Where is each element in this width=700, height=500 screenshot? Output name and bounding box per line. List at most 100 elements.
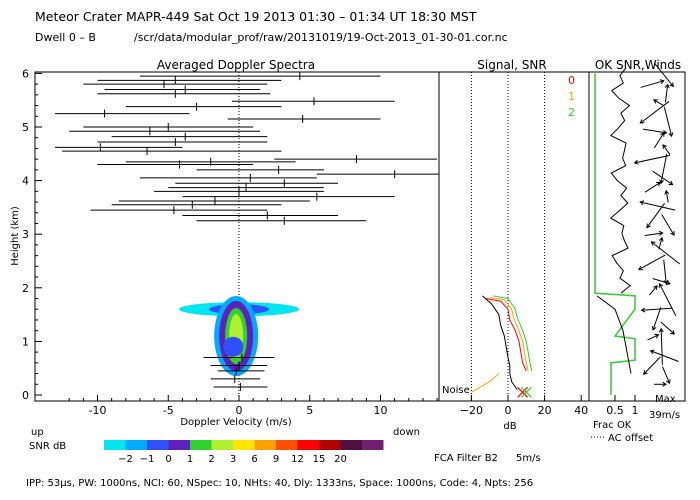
y-tick-label: 1: [22, 335, 29, 348]
wind-arrow-head: [668, 132, 674, 138]
snr-legend-2: 2: [568, 106, 575, 119]
wind-arrow: [658, 237, 663, 250]
colorbar-swatch: [190, 440, 212, 450]
signal-x-axis: −20 0 20 40: [460, 395, 588, 417]
colorbar-swatch: [297, 440, 319, 450]
wind-arrow: [663, 259, 667, 284]
wind-arrow: [650, 350, 679, 362]
winds-x-tick-label: 0.5: [606, 404, 624, 417]
colorbar-swatch: [104, 440, 126, 450]
wind-arrow-head: [656, 181, 661, 187]
snr-echo-image: [179, 296, 299, 377]
y-tick-label: 2: [22, 282, 29, 295]
ok-snr-line-low: [596, 295, 632, 374]
signal-series-0: [485, 298, 527, 372]
ok-snr-profile: [596, 67, 632, 374]
wind-arrow-head: [662, 129, 668, 135]
max-label: Max: [655, 394, 676, 405]
wind-arrow-head: [658, 236, 664, 242]
x-tick-label: -10: [89, 404, 107, 417]
dwell-label: Dwell 0 – B: [35, 31, 96, 44]
colorbar-tick-label: 2: [208, 454, 214, 465]
spectra-y-axis: 0 1 2 3 4 5 6: [22, 67, 42, 402]
wind-arrow: [638, 254, 666, 271]
colorbar-swatch: [254, 440, 276, 450]
file-path: /scr/data/modular_prof/raw/20131019/19-O…: [134, 31, 508, 44]
frac-ok-label: Frac OK: [593, 420, 632, 431]
signal-grid: [470, 72, 546, 401]
winds-panel-frame: [588, 71, 686, 402]
wind-arrow-head: [658, 327, 664, 333]
footer-params: IPP: 53μs, PW: 1000ns, NCI: 60, NSpec: 1…: [26, 478, 534, 489]
wind-arrow: [647, 334, 659, 341]
wind-arrow-head: [665, 280, 671, 286]
winds-title: OK SNR,Winds: [595, 58, 681, 72]
wind-arrow-head: [640, 307, 646, 313]
wind-arrow-head: [643, 370, 648, 375]
colorbar-tick-label: 0: [165, 454, 171, 465]
spectra-x-axis: -10 -5 0 5 10: [68, 395, 438, 417]
wind-arrow-head: [646, 223, 651, 229]
frac-ok-polyline: [594, 73, 636, 395]
x-tick-label: 5: [306, 404, 313, 417]
spectra-title: Averaged Doppler Spectra: [157, 58, 315, 72]
winds-x-tick-label: 1: [632, 404, 639, 417]
spectra-y-label: Height (km): [10, 206, 21, 266]
frac-ok-line: [594, 73, 636, 395]
wind-arrow-head: [665, 379, 671, 385]
signal-panel-frame: [438, 71, 590, 402]
wind-arrow: [642, 128, 667, 134]
wind-arrow: [641, 307, 672, 311]
snr-colorbar-ticks: −2 −1 0 1 2 3 6 9 12 15 20: [118, 454, 347, 465]
ac-offset-label: AC offset: [608, 433, 653, 444]
signal-marker: [517, 386, 529, 398]
wind-arrow-head: [654, 333, 660, 339]
colorbar-swatch: [211, 440, 233, 450]
colorbar-swatch: [276, 440, 298, 450]
wind-arrow: [640, 201, 676, 211]
x-tick-label: 10: [374, 404, 388, 417]
spectra-segments: [55, 72, 439, 391]
filter-name: FCA Filter B2: [434, 453, 498, 464]
wind-arrow: [661, 366, 670, 384]
wind-arrow: [640, 80, 664, 88]
colorbar-tick-label: 20: [334, 454, 347, 465]
wind-arrow: [651, 241, 681, 265]
max-value: 39m/s: [649, 410, 680, 421]
noise-label: Noise: [442, 385, 470, 396]
signal-x-tick-label: 40: [574, 404, 588, 417]
snr-legend-1: 1: [568, 90, 575, 103]
signal-x-label: dB: [503, 421, 516, 432]
y-tick-label: 5: [22, 121, 29, 134]
signal-series: [471, 295, 533, 398]
wind-arrow-head: [663, 279, 669, 285]
colorbar-tick-label: 12: [291, 454, 304, 465]
colorbar-tick-label: 15: [313, 454, 326, 465]
colorbar-swatch: [125, 440, 147, 450]
colorbar-tick-label: 6: [251, 454, 257, 465]
wind-arrow: [664, 84, 669, 103]
wind-arrow: [644, 181, 661, 193]
wind-arrow: [644, 232, 663, 236]
wind-arrow-head: [639, 119, 645, 124]
wind-arrow-head: [659, 179, 665, 185]
signal-title: Signal, SNR: [477, 58, 546, 72]
wind-arrow-head: [653, 99, 658, 104]
direction-down-label: down: [393, 427, 420, 438]
filter-value: 5m/s: [516, 453, 541, 464]
colorbar-tick-label: 3: [230, 454, 236, 465]
colorbar-swatch: [168, 440, 190, 450]
wind-arrow: [662, 144, 671, 155]
colorbar-tick-label: −2: [118, 454, 133, 465]
snr-legend-0: 0: [568, 74, 575, 87]
signal-series-2: [493, 295, 533, 371]
signal-x-tick-label: 20: [538, 404, 552, 417]
snr-colorbar: [104, 440, 384, 450]
wind-arrow: [654, 62, 674, 87]
colorbar-label: SNR dB: [29, 441, 66, 452]
signal-x-tick-label: −20: [460, 404, 483, 417]
wind-arrow: [653, 132, 665, 149]
y-tick-label: 4: [22, 175, 29, 188]
y-tick-label: 6: [22, 67, 29, 80]
